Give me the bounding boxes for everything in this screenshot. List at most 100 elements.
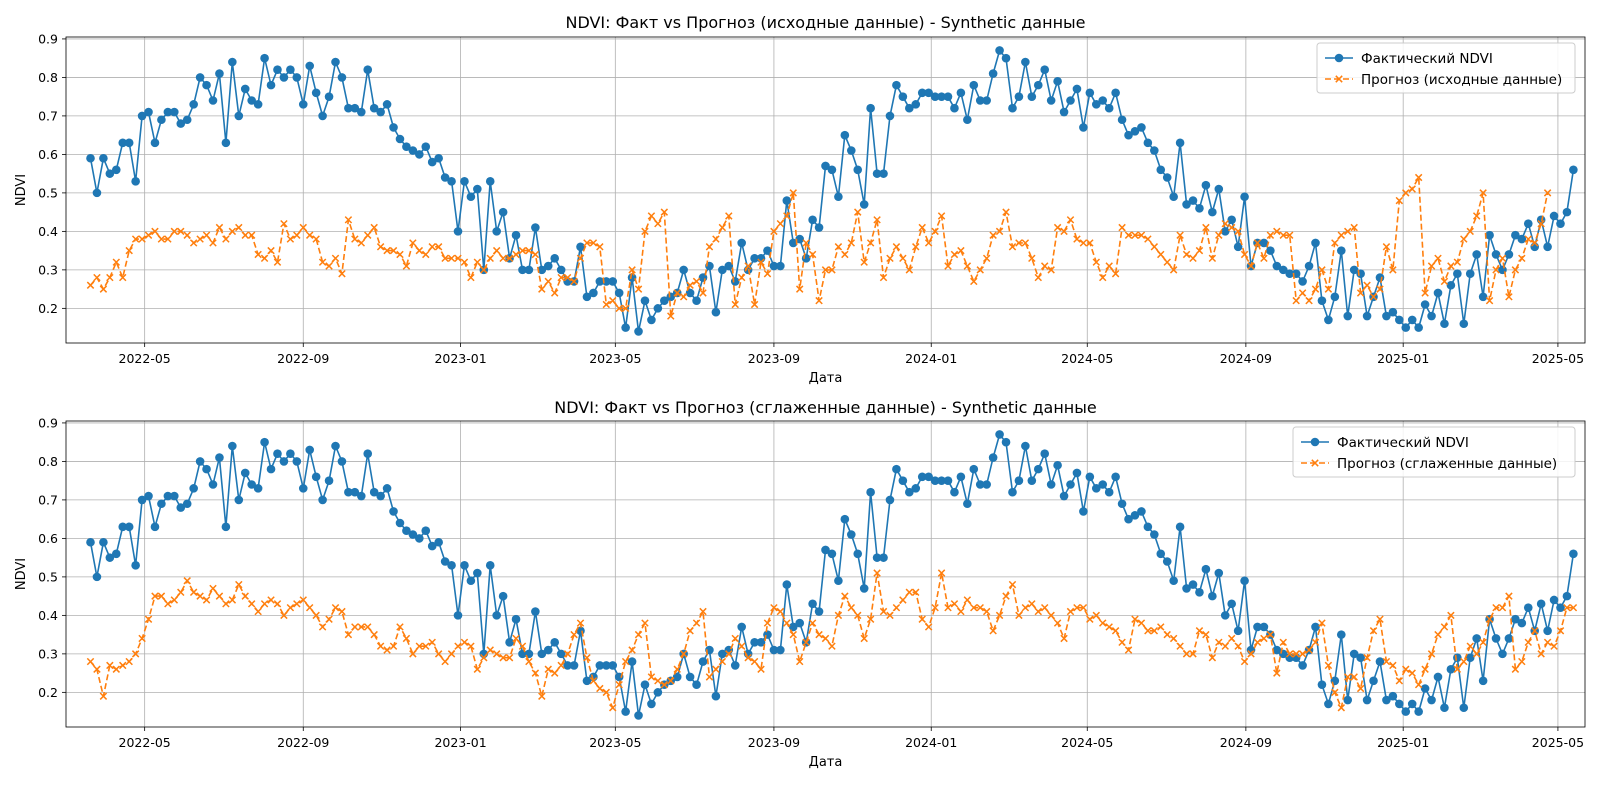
data-point bbox=[395, 518, 405, 528]
data-point bbox=[485, 561, 495, 570]
data-point bbox=[886, 254, 894, 263]
x-tick-label: 2022-09 bbox=[277, 351, 329, 366]
data-point bbox=[157, 235, 166, 243]
data-point bbox=[1318, 266, 1326, 274]
data-point bbox=[86, 657, 95, 666]
data-point bbox=[1479, 189, 1487, 197]
data-point bbox=[131, 235, 140, 243]
data-point bbox=[286, 449, 295, 459]
data-point bbox=[1169, 192, 1178, 202]
data-point bbox=[828, 266, 836, 274]
data-point bbox=[1382, 243, 1391, 251]
data-point bbox=[1388, 307, 1398, 317]
data-point bbox=[176, 503, 186, 512]
data-point bbox=[556, 649, 566, 659]
data-point bbox=[970, 603, 978, 612]
data-point bbox=[1221, 642, 1229, 650]
data-point bbox=[853, 549, 863, 559]
data-point bbox=[788, 238, 798, 248]
data-point bbox=[396, 250, 404, 259]
data-point bbox=[596, 243, 604, 251]
data-point bbox=[1137, 619, 1146, 627]
data-point bbox=[228, 57, 237, 67]
data-point bbox=[602, 300, 611, 309]
data-point bbox=[202, 231, 211, 239]
data-point bbox=[195, 457, 205, 466]
legend: Фактический NDVI Прогноз (исходные данные… bbox=[1316, 42, 1576, 94]
data-point bbox=[1053, 223, 1062, 232]
data-point bbox=[106, 661, 114, 670]
x-tick-label: 2024-09 bbox=[1220, 351, 1272, 366]
data-point bbox=[654, 219, 662, 228]
data-point bbox=[512, 250, 520, 259]
data-point bbox=[215, 453, 224, 462]
chart-panel-1: 2022-05 2022-09 2023-01 2023-05 2023-09 2024-… bbox=[14, 13, 1586, 386]
data-point bbox=[724, 261, 734, 271]
data-point bbox=[183, 577, 191, 585]
x-axis-label: Дата bbox=[809, 755, 843, 770]
data-point bbox=[1079, 123, 1088, 132]
data-point bbox=[92, 188, 102, 198]
data-point bbox=[1085, 88, 1095, 98]
data-point bbox=[1382, 657, 1391, 666]
data-point bbox=[769, 645, 779, 655]
data-point bbox=[254, 250, 262, 259]
data-point bbox=[705, 673, 714, 681]
data-point bbox=[1175, 138, 1185, 148]
data-point bbox=[821, 545, 830, 555]
data-point bbox=[518, 265, 527, 275]
data-point bbox=[846, 146, 856, 155]
data-point bbox=[686, 627, 694, 635]
data-point bbox=[1220, 611, 1230, 620]
data-point bbox=[885, 495, 895, 505]
data-point bbox=[808, 250, 817, 259]
data-point bbox=[1311, 238, 1320, 248]
data-point bbox=[1279, 638, 1287, 647]
data-point bbox=[937, 569, 946, 577]
data-point bbox=[434, 153, 443, 163]
data-point bbox=[1504, 634, 1514, 643]
data-point bbox=[944, 262, 952, 270]
data-point bbox=[460, 177, 469, 186]
data-point bbox=[453, 611, 463, 620]
data-point bbox=[1389, 266, 1397, 274]
data-point bbox=[801, 254, 811, 263]
data-point bbox=[1453, 653, 1462, 663]
data-point bbox=[1208, 207, 1217, 217]
data-point bbox=[1518, 657, 1526, 666]
data-point bbox=[1523, 603, 1533, 612]
x-tick-label: 2023-09 bbox=[748, 735, 800, 750]
data-point bbox=[557, 273, 565, 282]
data-point bbox=[1150, 146, 1159, 155]
data-point bbox=[711, 307, 721, 317]
x-tick-label: 2025-05 bbox=[1532, 735, 1584, 750]
data-point bbox=[1401, 323, 1411, 332]
data-point bbox=[596, 684, 604, 693]
data-point bbox=[1305, 296, 1313, 305]
data-point bbox=[1478, 676, 1488, 686]
y-tick-label: 0.7 bbox=[38, 492, 58, 507]
data-point bbox=[1536, 599, 1546, 609]
data-point bbox=[112, 258, 121, 266]
data-point bbox=[1453, 269, 1462, 279]
data-point bbox=[538, 692, 546, 700]
data-point bbox=[808, 619, 817, 627]
data-point bbox=[86, 537, 95, 547]
data-point bbox=[370, 223, 378, 232]
data-point bbox=[119, 661, 127, 670]
data-point bbox=[344, 630, 353, 639]
data-point bbox=[86, 281, 95, 289]
data-point bbox=[344, 216, 353, 224]
data-point bbox=[1344, 673, 1352, 681]
data-point bbox=[905, 266, 914, 274]
chart-title: NDVI: Факт vs Прогноз (исходные данные) … bbox=[565, 13, 1085, 32]
data-point bbox=[260, 254, 269, 263]
data-point bbox=[795, 618, 805, 628]
data-point bbox=[1543, 189, 1552, 197]
data-point bbox=[673, 289, 681, 297]
data-point bbox=[905, 103, 914, 113]
data-point bbox=[235, 580, 243, 589]
data-point bbox=[685, 672, 695, 682]
data-point bbox=[827, 165, 837, 175]
